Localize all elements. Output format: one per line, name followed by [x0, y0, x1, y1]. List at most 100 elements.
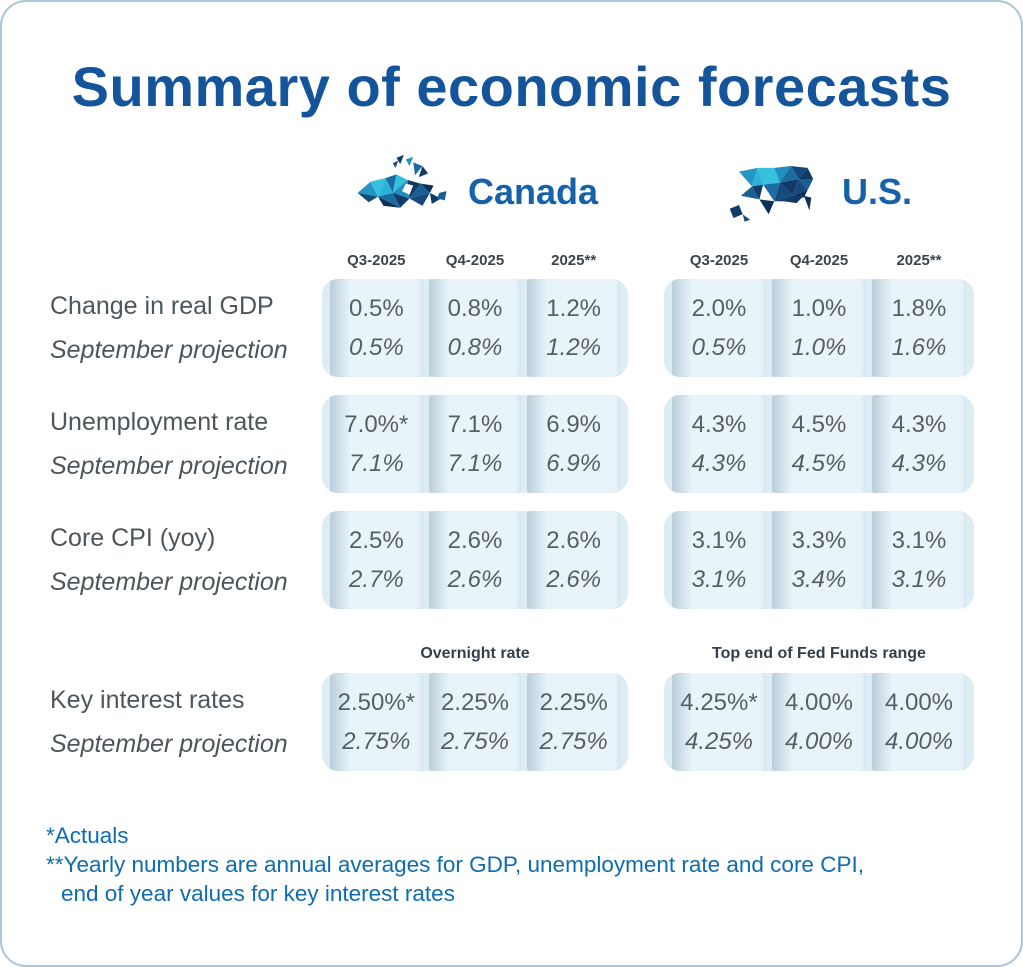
row-label: Change in real GDP: [50, 291, 274, 320]
footnote-yearly-continued: end of year values for key interest rate…: [61, 881, 455, 906]
column-header: Q3-2025: [347, 251, 406, 269]
projection-cell: 2.75%: [342, 727, 411, 755]
us-rate-header: Top end of Fed Funds range: [712, 645, 926, 662]
value-column: 0.5% 0.5%: [330, 279, 423, 377]
projection-cell: 3.1%: [891, 565, 947, 593]
value-column: 3.3% 3.4%: [772, 511, 866, 609]
row-label: Key interest rates: [50, 685, 245, 714]
projection-cell: 4.3%: [891, 449, 947, 477]
value-cell: 4.00%: [784, 688, 854, 716]
projection-cell: 4.00%: [784, 727, 854, 755]
row-group-cpi: Core CPI (yoy) September projection 2.5%…: [2, 511, 1021, 609]
value-cell: 4.3%: [691, 410, 747, 438]
value-cell: 4.5%: [791, 410, 847, 438]
country-name-us: U.S.: [841, 171, 912, 212]
footnote-yearly: **Yearly numbers are annual averages for…: [46, 852, 864, 877]
canada-values-block: 2.50%* 2.75% 2.25% 2.75% 2.25% 2.75%: [322, 673, 628, 771]
value-cell: 3.3%: [791, 526, 847, 554]
footnote-actuals: *Actuals: [46, 823, 129, 848]
row-group-unemployment: Unemployment rate September projection 7…: [2, 395, 1021, 493]
projection-cell: 1.6%: [891, 333, 947, 361]
value-cell: 0.5%: [348, 294, 404, 322]
value-column: 7.0%* 7.1%: [330, 395, 423, 493]
value-column: 4.5% 4.5%: [772, 395, 866, 493]
value-cell: 2.25%: [440, 688, 510, 716]
value-cell: 2.25%: [539, 688, 608, 716]
canada-values-block: 0.5% 0.5% 0.8% 0.8% 1.2% 1.2%: [322, 279, 628, 377]
value-cell: 2.5%: [348, 526, 404, 554]
value-column: 3.1% 3.1%: [872, 511, 966, 609]
column-header: Q4-2025: [445, 251, 505, 269]
value-cell: 2.6%: [546, 526, 601, 554]
projection-cell: 4.25%: [684, 727, 754, 755]
value-column: 4.25%* 4.25%: [672, 673, 766, 771]
value-column: 2.5% 2.7%: [330, 511, 423, 609]
value-column: 1.0% 1.0%: [772, 279, 866, 377]
projection-cell: 2.75%: [440, 727, 510, 755]
value-cell: 4.25%*: [680, 688, 758, 716]
canada-values-block: 2.5% 2.7% 2.6% 2.6% 2.6% 2.6%: [322, 511, 628, 609]
value-column: 2.6% 2.6%: [527, 511, 620, 609]
value-column: 2.25% 2.75%: [428, 673, 522, 771]
rate-header-row: Overnight rate Top end of Fed Funds rang…: [2, 643, 1021, 665]
row-sublabel: September projection: [50, 451, 288, 480]
value-column: 4.3% 4.3%: [672, 395, 766, 493]
value-cell: 7.1%: [447, 410, 503, 438]
column-header: Q3-2025: [689, 251, 749, 269]
canada-values-block: 7.0%* 7.1% 7.1% 7.1% 6.9% 6.9%: [322, 395, 628, 493]
projection-cell: 3.1%: [691, 565, 747, 593]
projection-cell: 3.4%: [791, 565, 847, 593]
projection-cell: 6.9%: [546, 449, 601, 477]
value-column: 0.8% 0.8%: [428, 279, 522, 377]
projection-cell: 0.8%: [447, 333, 503, 361]
value-cell: 1.2%: [546, 294, 601, 322]
projection-cell: 1.0%: [791, 333, 847, 361]
projection-cell: 4.5%: [791, 449, 847, 477]
value-column: 3.1% 3.1%: [672, 511, 766, 609]
us-map-icon: [729, 166, 814, 222]
row-group-key-rates: Key interest rates September projection …: [2, 673, 1021, 771]
country-name-canada: Canada: [467, 171, 599, 212]
projection-cell: 0.5%: [348, 333, 404, 361]
value-column: 2.6% 2.6%: [428, 511, 522, 609]
column-header-row: Q3-2025 Q4-2025 2025** Q3-2025 Q4-2025 2…: [2, 249, 1021, 271]
country-header-us: U.S.: [664, 152, 974, 232]
country-header-row: Canada: [2, 151, 1021, 233]
value-cell: 3.1%: [891, 526, 947, 554]
us-values-block: 3.1% 3.1% 3.3% 3.4% 3.1% 3.1%: [664, 511, 974, 609]
value-cell: 2.50%*: [337, 688, 416, 716]
value-column: 2.50%* 2.75%: [330, 673, 423, 771]
projection-cell: 7.1%: [447, 449, 503, 477]
column-header: Q4-2025: [789, 251, 849, 269]
value-cell: 1.8%: [891, 294, 947, 322]
country-header-canada: Canada: [322, 152, 628, 232]
projection-cell: 4.00%: [884, 727, 954, 755]
value-cell: 1.0%: [791, 294, 847, 322]
us-values-block: 2.0% 0.5% 1.0% 1.0% 1.8% 1.6%: [664, 279, 974, 377]
value-cell: 2.0%: [691, 294, 747, 322]
projection-cell: 2.6%: [447, 565, 503, 593]
row-sublabel: September projection: [50, 567, 288, 596]
projection-cell: 0.5%: [691, 333, 747, 361]
value-column: 4.3% 4.3%: [872, 395, 966, 493]
value-cell: 4.3%: [891, 410, 947, 438]
row-label: Unemployment rate: [50, 407, 269, 436]
column-header: 2025**: [896, 251, 942, 269]
row-label: Core CPI (yoy): [50, 523, 216, 552]
row-sublabel: September projection: [50, 335, 288, 364]
value-column: 2.25% 2.75%: [527, 673, 620, 771]
row-sublabel: September projection: [50, 729, 288, 758]
projection-cell: 7.1%: [348, 449, 404, 477]
projection-cell: 1.2%: [546, 333, 601, 361]
canada-rate-header: Overnight rate: [420, 645, 530, 662]
projection-cell: 2.7%: [348, 565, 404, 593]
row-group-gdp: Change in real GDP September projection …: [2, 279, 1021, 377]
value-cell: 0.8%: [447, 294, 503, 322]
us-values-block: 4.25%* 4.25% 4.00% 4.00% 4.00% 4.00%: [664, 673, 974, 771]
value-column: 4.00% 4.00%: [772, 673, 866, 771]
value-column: 7.1% 7.1%: [428, 395, 522, 493]
value-cell: 3.1%: [691, 526, 747, 554]
value-column: 1.2% 1.2%: [527, 279, 620, 377]
value-column: 4.00% 4.00%: [872, 673, 966, 771]
